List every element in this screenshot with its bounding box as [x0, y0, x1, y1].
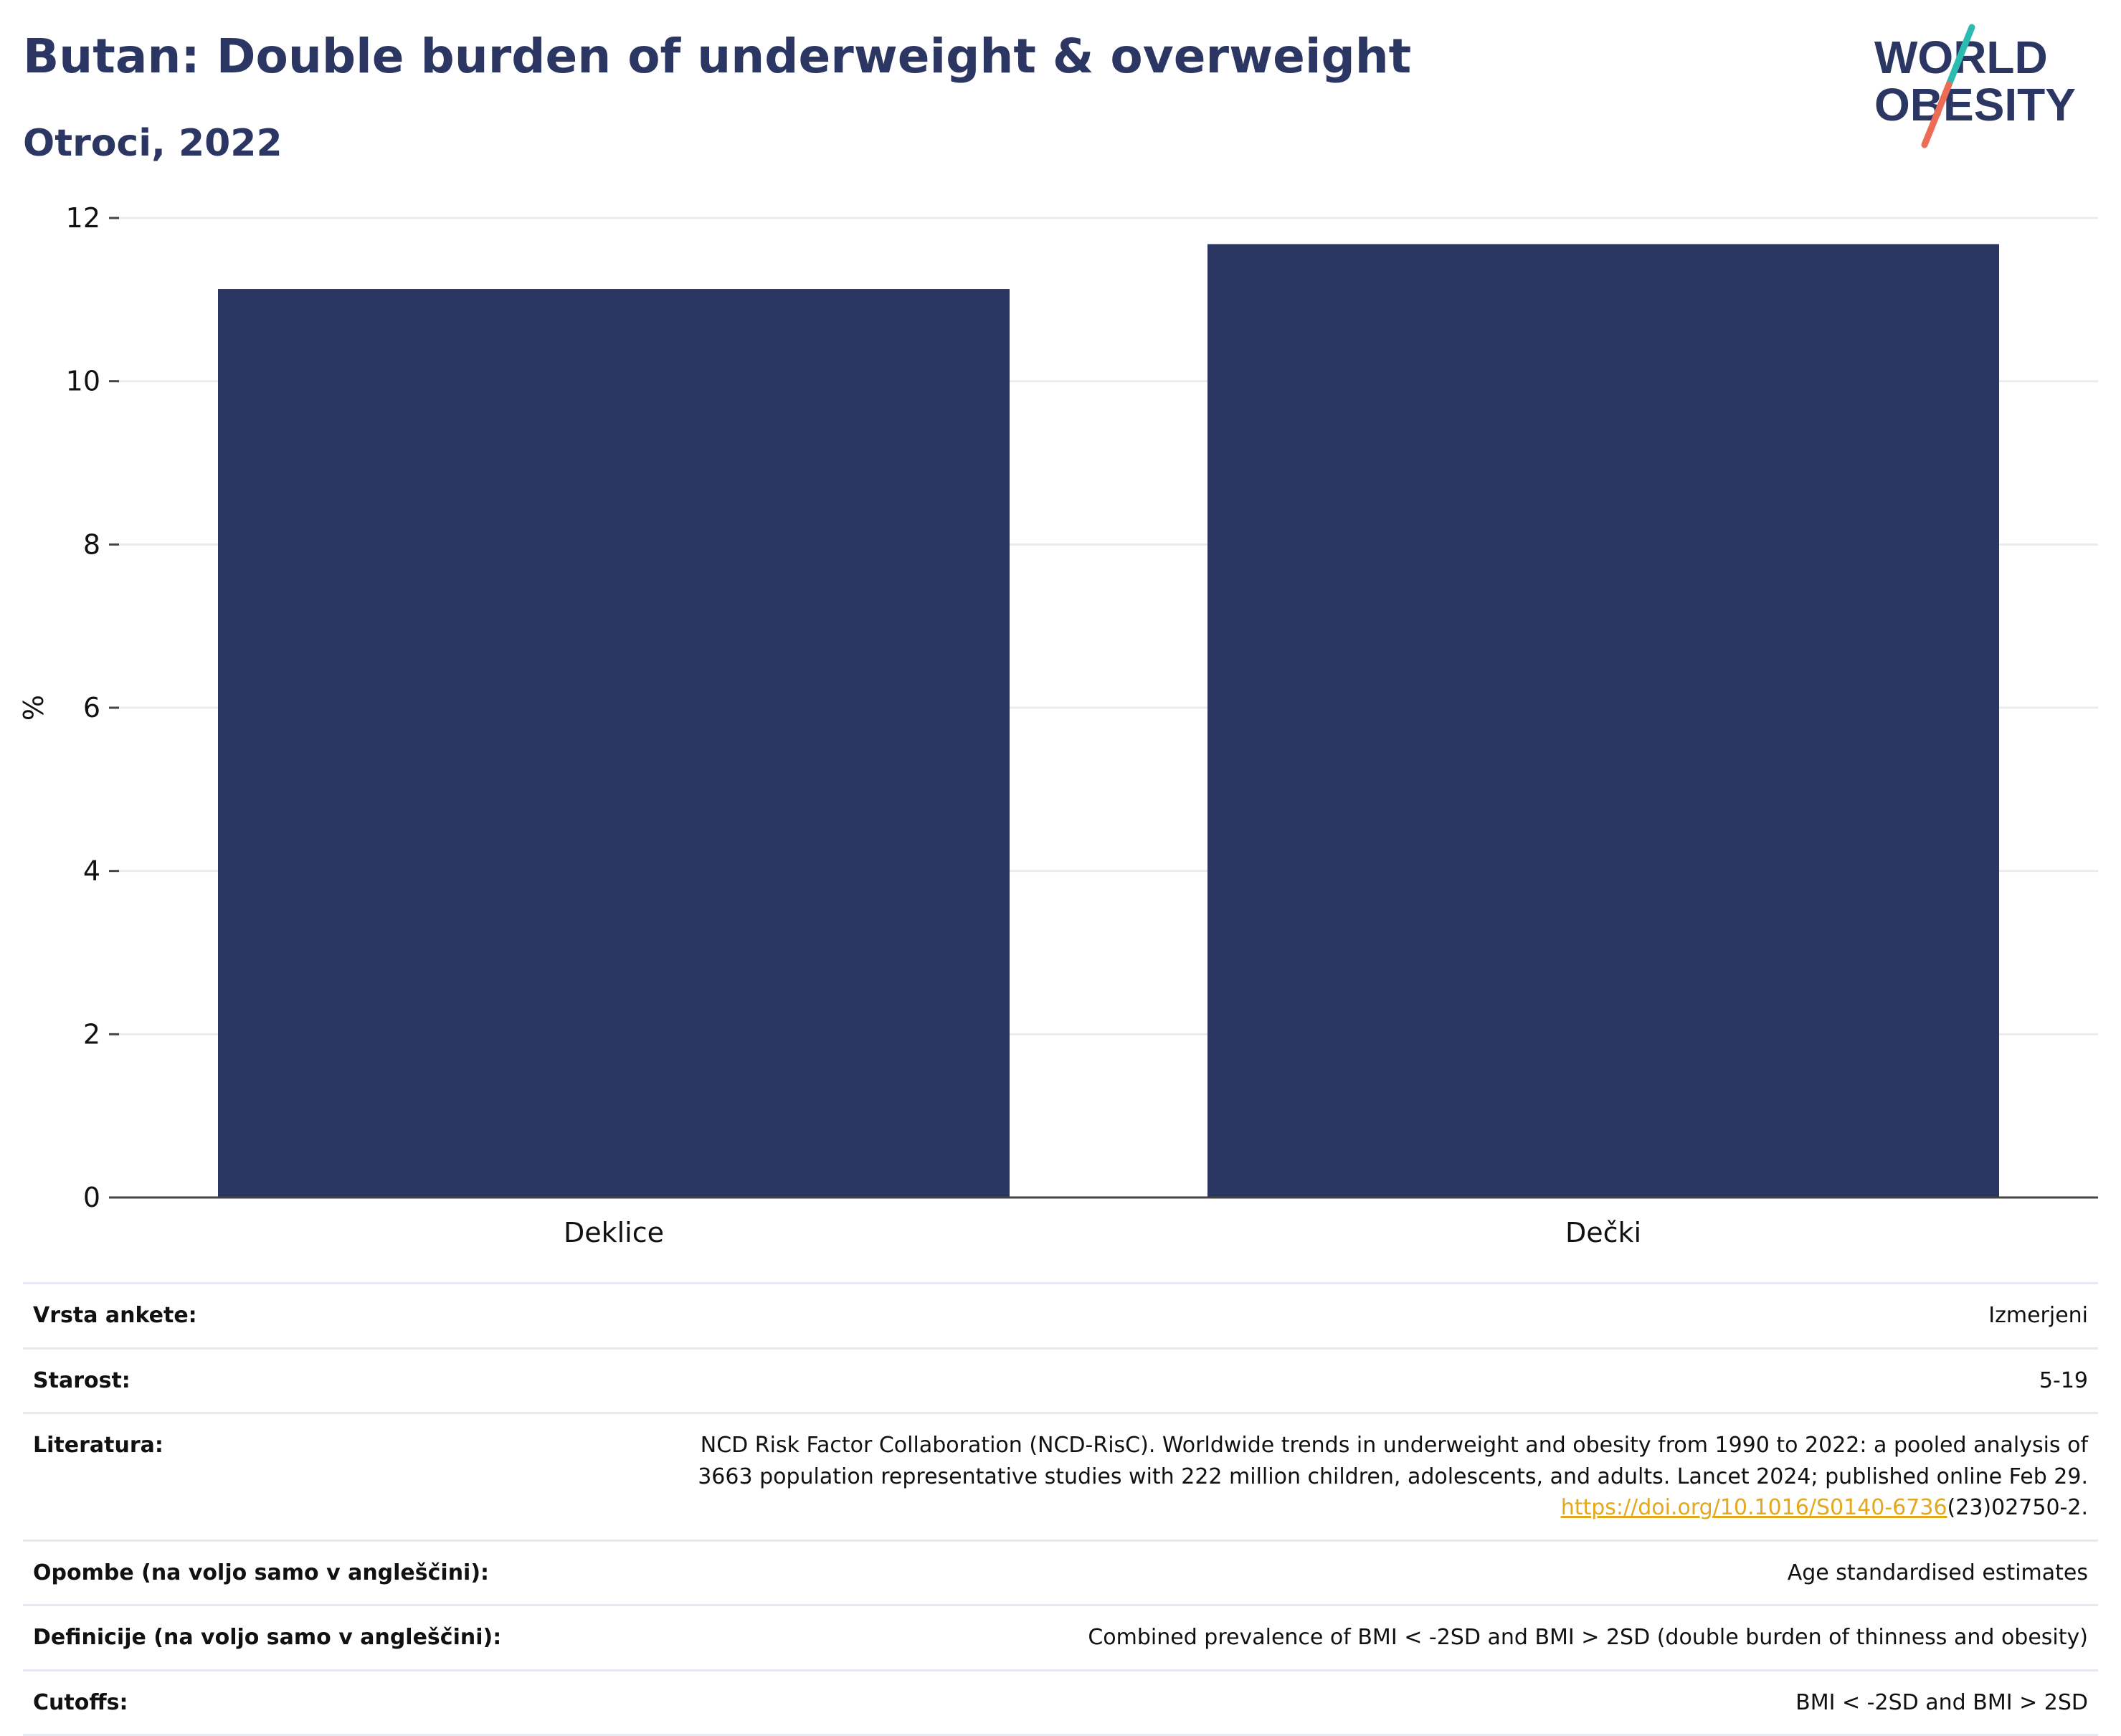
- meta-row-age: Starost: 5-19: [23, 1347, 2098, 1413]
- y-tick-label: 10: [66, 366, 100, 397]
- y-axis-label: %: [18, 695, 49, 721]
- y-tick-label: 8: [83, 528, 100, 560]
- meta-label: Opombe (na voljo samo v angleščini):: [23, 1539, 559, 1605]
- logo-slash-lower: [1921, 81, 1952, 148]
- y-tick-label: 0: [83, 1182, 100, 1213]
- meta-row-survey-type: Vrsta ankete: Izmerjeni: [23, 1282, 2098, 1348]
- bars: [218, 244, 1999, 1198]
- doi-link[interactable]: https://doi.org/10.1016/S0140-6736: [1560, 1495, 1947, 1520]
- meta-value: Combined prevalence of BMI < -2SD and BM…: [559, 1604, 2098, 1670]
- doi-suffix: (23)02750-2.: [1947, 1495, 2088, 1520]
- literature-line-2: 3663 population representative studies w…: [698, 1464, 2088, 1489]
- meta-value-literature: NCD Risk Factor Collaboration (NCD-RisC)…: [559, 1412, 2098, 1540]
- chart-subtitle: Otroci, 2022: [23, 122, 283, 165]
- meta-label: Cutoffs:: [23, 1669, 559, 1736]
- meta-label: Starost:: [23, 1347, 559, 1413]
- chart-title: Butan: Double burden of underweight & ov…: [23, 29, 1412, 84]
- meta-label: Vrsta ankete:: [23, 1282, 559, 1348]
- y-tick-label: 2: [83, 1018, 100, 1050]
- meta-value: Izmerjeni: [559, 1282, 2098, 1348]
- y-tick-label: 4: [83, 855, 100, 887]
- meta-value: Age standardised estimates: [559, 1539, 2098, 1605]
- y-tick-label: 12: [66, 202, 100, 234]
- bar-1[interactable]: [218, 289, 1010, 1197]
- world-obesity-logo: WORLD OBESITY: [1874, 24, 2076, 148]
- meta-label: Literatura:: [23, 1412, 559, 1540]
- bar-chart: 0 2 4 6 8 10 12 Deklice Dečki %: [18, 202, 2098, 1248]
- meta-row-notes: Opombe (na voljo samo v angleščini): Age…: [23, 1539, 2098, 1605]
- metadata-table: Vrsta ankete: Izmerjeni Starost: 5-19 Li…: [23, 1282, 2098, 1736]
- meta-value: 5-19: [559, 1347, 2098, 1413]
- meta-label: Definicije (na voljo samo v angleščini):: [23, 1604, 559, 1670]
- y-tick-label: 6: [83, 692, 100, 724]
- logo-text-obesity: OBESITY: [1874, 79, 2076, 131]
- logo-slash-upper: [1945, 24, 1975, 88]
- literature-line-1: NCD Risk Factor Collaboration (NCD-RisC)…: [700, 1433, 2088, 1458]
- x-tick-labels: Deklice Dečki: [564, 1217, 1641, 1248]
- x-tick-label: Dečki: [1565, 1217, 1641, 1248]
- y-tick-labels: 0 2 4 6 8 10 12: [66, 202, 119, 1213]
- bar-2[interactable]: [1207, 244, 1999, 1198]
- meta-row-cutoffs: Cutoffs: BMI < -2SD and BMI > 2SD: [23, 1669, 2098, 1736]
- x-tick-label: Deklice: [564, 1217, 664, 1248]
- meta-row-definitions: Definicije (na voljo samo v angleščini):…: [23, 1604, 2098, 1670]
- meta-row-literature: Literatura: NCD Risk Factor Collaboratio…: [23, 1412, 2098, 1540]
- meta-value: BMI < -2SD and BMI > 2SD: [559, 1669, 2098, 1736]
